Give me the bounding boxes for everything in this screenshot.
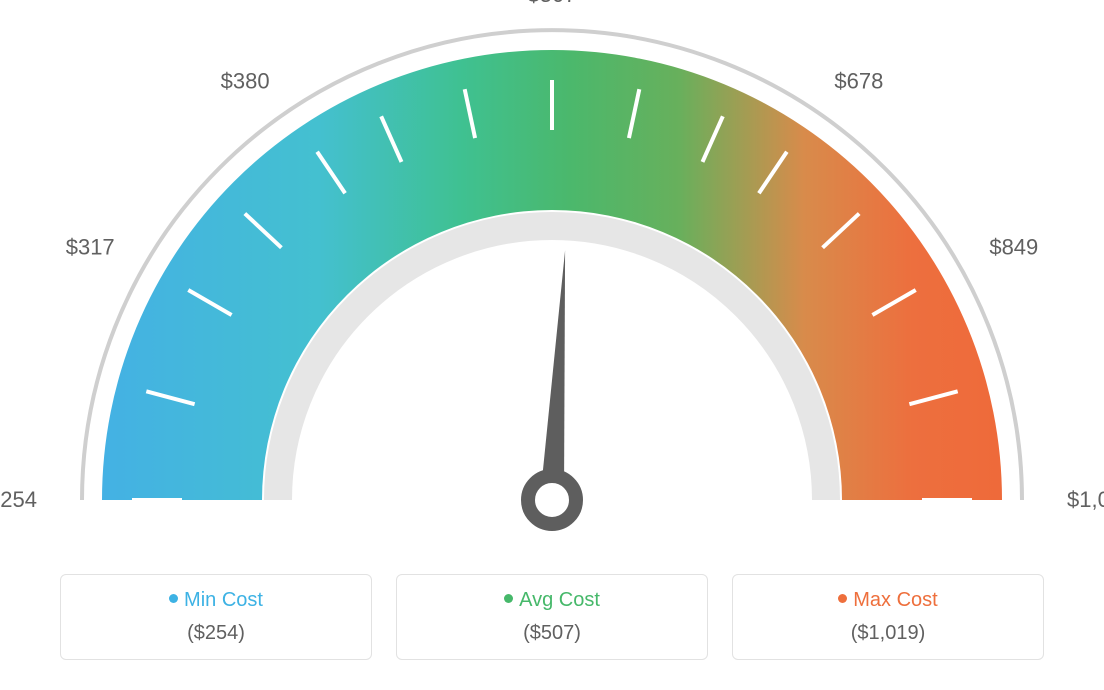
legend-max-box: Max Cost ($1,019) bbox=[732, 574, 1044, 660]
legend-avg-value: ($507) bbox=[407, 622, 697, 645]
legend-max-label: Max Cost bbox=[743, 589, 1033, 612]
cost-gauge-chart: $254 $317 $380 $507 $678 $849 $1,019 Min Cost … bbox=[0, 0, 1104, 690]
legend-min-box: Min Cost ($254) bbox=[60, 574, 372, 660]
legend-max-text: Max Cost bbox=[853, 589, 937, 611]
gauge-svg: $254 $317 $380 $507 $678 $849 $1,019 bbox=[0, 0, 1104, 560]
legend-min-label: Min Cost bbox=[71, 589, 361, 612]
dot-max bbox=[838, 594, 847, 603]
dot-avg bbox=[504, 594, 513, 603]
legend-avg-box: Avg Cost ($507) bbox=[396, 574, 708, 660]
legend-min-value: ($254) bbox=[71, 622, 361, 645]
scale-label: $380 bbox=[221, 68, 270, 93]
legend-avg-label: Avg Cost bbox=[407, 589, 697, 612]
gauge-hub bbox=[528, 476, 576, 524]
legend-avg-text: Avg Cost bbox=[519, 589, 600, 611]
scale-label: $678 bbox=[834, 68, 883, 93]
scale-label: $1,019 bbox=[1067, 487, 1104, 512]
scale-label: $317 bbox=[66, 235, 115, 260]
legend-max-value: ($1,019) bbox=[743, 622, 1033, 645]
dot-min bbox=[169, 594, 178, 603]
scale-label: $849 bbox=[989, 235, 1038, 260]
legend-min-text: Min Cost bbox=[184, 589, 263, 611]
scale-label: $254 bbox=[0, 487, 37, 512]
gauge-needle bbox=[540, 250, 565, 500]
legend: Min Cost ($254) Avg Cost ($507) Max Cost… bbox=[0, 574, 1104, 660]
scale-label: $507 bbox=[528, 0, 577, 7]
